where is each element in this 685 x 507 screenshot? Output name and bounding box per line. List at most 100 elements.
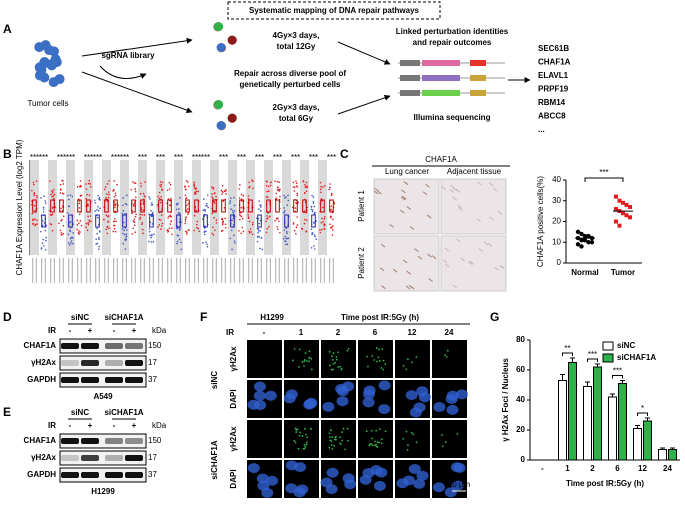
- sample-dot: [320, 191, 322, 194]
- sample-dot: [213, 217, 215, 219]
- nucleus: [285, 389, 298, 400]
- sample-dot: [256, 240, 259, 243]
- dna-segment: [400, 90, 420, 96]
- sample-dot: [122, 242, 124, 245]
- sample-dot: [305, 181, 308, 184]
- sample-dot: [238, 188, 240, 190]
- protein-label: GAPDH: [27, 375, 56, 384]
- cell-line: A549: [93, 392, 113, 401]
- sample-dot: [62, 183, 65, 185]
- tissue-fiber: [494, 266, 499, 271]
- tissue-fiber: [449, 189, 455, 194]
- focus: [370, 429, 373, 432]
- sample-dot: [323, 223, 326, 226]
- significance: ***: [111, 153, 120, 162]
- focus: [337, 366, 340, 369]
- significance: ***: [327, 153, 336, 162]
- focus: [380, 438, 383, 441]
- sample-dot: [87, 215, 89, 218]
- sample-dot: [135, 213, 137, 216]
- sample-dot: [212, 188, 214, 190]
- point: [579, 237, 584, 243]
- sample-dot: [296, 224, 299, 226]
- sample-dot: [62, 232, 65, 235]
- focus: [329, 429, 332, 432]
- legend-swatch: [602, 341, 614, 351]
- perturbed-cell: [216, 121, 226, 131]
- y-tick-label: 0: [521, 455, 526, 464]
- y-tick-label: 20: [516, 425, 525, 434]
- sample-dot: [94, 199, 96, 202]
- ihc-image: [440, 178, 507, 235]
- sample-dot: [279, 195, 281, 198]
- nucleus: [413, 402, 426, 413]
- protein-label: CHAF1A: [24, 436, 57, 445]
- treatment-sign: +: [88, 421, 93, 430]
- sample-dot: [131, 212, 133, 215]
- sample-dot: [31, 223, 34, 225]
- sample-dot: [106, 225, 109, 228]
- sample-dot: [221, 193, 223, 196]
- sample-dot: [286, 243, 289, 246]
- sample-dot: [126, 194, 128, 197]
- sample-dot: [185, 180, 188, 182]
- sample-dot: [240, 206, 243, 209]
- sample-dot: [296, 194, 299, 197]
- sample-dot: [292, 186, 295, 188]
- significance: ***: [201, 153, 210, 162]
- sample-dot: [94, 201, 97, 204]
- treatment-sign: +: [132, 326, 137, 335]
- tissue-fiber: [427, 253, 432, 258]
- unit-label: kDa: [152, 326, 167, 335]
- focus: [412, 433, 415, 436]
- focus: [293, 439, 296, 442]
- sample-dot: [139, 218, 141, 220]
- sample-dot: [87, 222, 89, 224]
- sample-dot: [98, 236, 100, 239]
- sample-dot: [113, 224, 116, 227]
- focus: [306, 441, 308, 444]
- arrow: [337, 41, 391, 65]
- sample-dot: [67, 242, 70, 244]
- treatment-sign: -: [113, 421, 116, 430]
- point: [579, 231, 584, 237]
- tissue-fiber: [444, 247, 450, 252]
- sample-dot: [313, 245, 315, 247]
- nucleus: [253, 390, 266, 401]
- dose-label: total 6Gy: [279, 114, 314, 123]
- sample-dot: [301, 228, 304, 231]
- sample-dot: [134, 190, 137, 193]
- panel-label: E: [3, 405, 11, 419]
- column-shade: [210, 160, 219, 255]
- focus: [331, 448, 334, 450]
- column-shade: [138, 160, 147, 255]
- sample-dot: [34, 223, 37, 226]
- focus: [382, 368, 385, 371]
- sample-dot: [193, 214, 196, 217]
- sample-dot: [260, 206, 262, 208]
- sample-dot: [160, 214, 163, 216]
- sample-dot: [266, 215, 268, 217]
- sample-dot: [323, 185, 326, 187]
- sample-dot: [105, 196, 107, 199]
- sample-dot: [69, 244, 71, 246]
- sample-dot: [256, 227, 259, 230]
- sample-dot: [67, 233, 70, 236]
- band: [125, 360, 143, 366]
- sample-dot: [150, 215, 153, 218]
- arrow: [99, 65, 147, 79]
- sample-dot: [205, 230, 207, 233]
- nucleus: [285, 483, 298, 494]
- perturbed-cell: [214, 22, 224, 32]
- sample-dot: [195, 190, 198, 193]
- point: [582, 233, 588, 239]
- box: [320, 199, 325, 213]
- sample-dot: [160, 225, 163, 227]
- sample-dot: [184, 186, 186, 188]
- sample-dot: [302, 180, 305, 183]
- sample-dot: [114, 192, 117, 195]
- focus: [339, 365, 342, 368]
- box: [59, 199, 64, 213]
- sample-dot: [40, 247, 43, 249]
- sample-dot: [175, 204, 178, 206]
